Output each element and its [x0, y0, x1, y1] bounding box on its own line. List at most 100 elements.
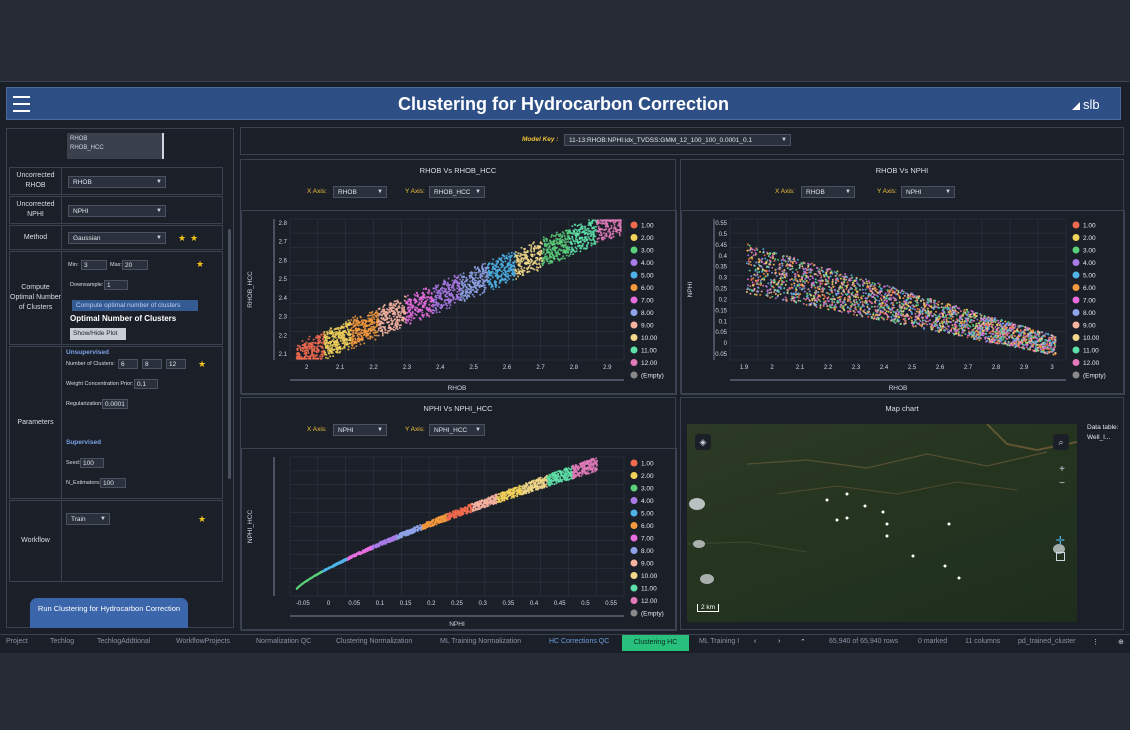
tab-ml-training-normalization[interactable]: ML Training Normalization: [440, 638, 522, 645]
wcp-input[interactable]: 0.1: [134, 379, 158, 389]
tab-techlog[interactable]: Techlog: [50, 638, 75, 645]
legend-dot[interactable]: [630, 296, 638, 304]
tab-normalization-qc[interactable]: Normalization QC: [256, 638, 312, 645]
legend-entry[interactable]: 3.00: [1083, 248, 1096, 255]
uncorrected-nphi-select[interactable]: NPHI ▼: [68, 205, 166, 217]
list-item[interactable]: RHOB_HCC: [70, 145, 104, 151]
legend-entry[interactable]: 1.00: [1083, 223, 1096, 230]
legend-dot[interactable]: [1072, 346, 1080, 354]
legend-dot[interactable]: [1072, 259, 1080, 266]
compute-optimal-button[interactable]: Compute optimal number of clusters: [72, 300, 198, 311]
legend-entry[interactable]: 5.00: [1083, 273, 1096, 280]
zoom-out-icon[interactable]: −: [1059, 478, 1065, 489]
legend-dot[interactable]: [1072, 296, 1080, 304]
star-icon[interactable]: ★: [190, 233, 199, 243]
legend-dot[interactable]: [630, 522, 638, 529]
legend-entry[interactable]: 1.00: [641, 461, 654, 468]
search-icon[interactable]: ⌕: [1053, 434, 1069, 450]
legend-entry[interactable]: 2.00: [641, 473, 654, 480]
x-axis-select[interactable]: NPHI ▼: [333, 424, 387, 436]
legend-entry[interactable]: 12.00: [1083, 360, 1100, 367]
legend-entry[interactable]: 2.00: [1083, 235, 1096, 242]
legend-dot[interactable]: [630, 484, 638, 492]
legend-entry[interactable]: 10.00: [641, 573, 658, 580]
legend-dot[interactable]: [630, 284, 638, 291]
legend-dot[interactable]: [630, 346, 638, 354]
y-axis-select[interactable]: RHOB_HCC ▼: [429, 186, 485, 198]
legend-entry[interactable]: 8.00: [1083, 310, 1096, 317]
legend-entry[interactable]: 12.00: [641, 598, 658, 605]
scatter-plot-area[interactable]: -0.05 0 0.05 0.1 0.15 0.2 0.25 0.3 0.35 0.4 0.45 0.…: [241, 448, 677, 631]
legend-entry[interactable]: 3.00: [641, 248, 654, 255]
model-key-select[interactable]: 11-13:RHOB:NPHI:idx_TVDSS:GMM_12_100_100…: [564, 134, 791, 146]
legend-entry[interactable]: 4.00: [641, 260, 654, 267]
scatter-plot-rhob-nphi[interactable]: 1.9 2 2.1 2.2 2.3 2.4 2.5 2.6 2.7 2.8 2.9 3 0.55 0.5 0…: [682, 211, 1124, 394]
workflow-select[interactable]: Train ▼: [66, 513, 110, 525]
chevron-right-icon[interactable]: ›: [778, 638, 781, 645]
uncorrected-rhob-select[interactable]: RHOB ▼: [68, 176, 166, 188]
scatter-points[interactable]: [295, 457, 599, 590]
legend-dot[interactable]: [630, 371, 638, 379]
legend-entry[interactable]: 7.00: [1083, 298, 1096, 305]
legend-dot[interactable]: [1072, 234, 1080, 241]
legend-entry[interactable]: 2.00: [641, 235, 654, 242]
legend-dot[interactable]: [630, 234, 638, 241]
legend-dot[interactable]: [630, 534, 638, 542]
legend-entry[interactable]: (Empty): [641, 611, 664, 618]
legend-entry[interactable]: 12.00: [641, 360, 658, 367]
legend-dot[interactable]: [630, 509, 638, 517]
y-axis-select[interactable]: NPHI ▼: [901, 186, 955, 198]
legend-entry[interactable]: (Empty): [641, 373, 664, 380]
scatter-points[interactable]: [745, 243, 1057, 356]
legend-dot[interactable]: [1072, 246, 1080, 254]
data-table-value[interactable]: Well_I...: [1087, 434, 1111, 441]
scatter-plot-area[interactable]: 2 2.1 2.2 2.3 2.4 2.5 2.6 2.7 2.8 2.9 2.8 2.7 2.6 2.5…: [241, 210, 677, 395]
legend-entry[interactable]: 6.00: [641, 523, 654, 530]
scatter-plot-rhob-rhob-hcc[interactable]: 2 2.1 2.2 2.3 2.4 2.5 2.6 2.7 2.8 2.9 2.8 2.7 2.6 2.5…: [242, 211, 676, 394]
legend-entry[interactable]: 11.00: [641, 586, 657, 593]
legend-entry[interactable]: 10.00: [1083, 335, 1100, 342]
legend-dot[interactable]: [630, 547, 638, 554]
scatter-plot-area[interactable]: 1.9 2 2.1 2.2 2.3 2.4 2.5 2.6 2.7 2.8 2.9 3 0.55 0.5 0…: [681, 210, 1125, 395]
tab-workflow-projects[interactable]: WorkflowProjects: [176, 638, 230, 645]
sidebar-scrollbar[interactable]: [228, 229, 231, 479]
legend-dot[interactable]: [630, 472, 638, 479]
legend-dot[interactable]: [630, 459, 638, 467]
legend-dot[interactable]: [630, 609, 638, 617]
select-box-icon[interactable]: [1056, 552, 1065, 561]
method-select[interactable]: Gaussian ▼: [68, 232, 166, 244]
legend-dot[interactable]: [1072, 271, 1080, 279]
legend-dot[interactable]: [630, 359, 638, 366]
legend-dot[interactable]: [630, 309, 638, 316]
legend-dot[interactable]: [630, 572, 638, 579]
legend-dot[interactable]: [630, 246, 638, 254]
tab-techlog-addtional[interactable]: TechlogAddtional: [97, 638, 151, 645]
legend-dot[interactable]: [1072, 309, 1080, 316]
legend-dot[interactable]: [630, 321, 638, 329]
star-icon[interactable]: ★: [198, 514, 207, 524]
legend-dot[interactable]: [1072, 221, 1080, 229]
layers-icon[interactable]: ◈: [695, 434, 711, 450]
scatter-points[interactable]: [295, 219, 622, 360]
legend-entry[interactable]: 6.00: [641, 285, 654, 292]
satellite-map[interactable]: ◈ ⌕ + − ✛ 2 km: [687, 424, 1077, 622]
legend-entry[interactable]: 4.00: [641, 498, 654, 505]
tab-project[interactable]: Project: [6, 638, 28, 645]
min-input[interactable]: 3: [81, 260, 107, 270]
legend-entry[interactable]: 10.00: [641, 335, 658, 342]
legend-dot[interactable]: [630, 259, 638, 266]
legend-dot[interactable]: [630, 559, 638, 567]
status-table[interactable]: pd_trained_cluster: [1018, 638, 1076, 645]
tab-ml-training[interactable]: ML Training I: [699, 638, 740, 645]
tab-clustering-hc[interactable]: Clustering HC: [622, 635, 689, 651]
legend-dot[interactable]: [630, 597, 638, 604]
legend-entry[interactable]: 6.00: [1083, 285, 1096, 292]
run-clustering-button[interactable]: Run Clustering for Hydrocarbon Correctio…: [30, 598, 188, 628]
legend-entry[interactable]: 3.00: [641, 486, 654, 493]
downsample-input[interactable]: 1: [104, 280, 128, 290]
double-chevron-up-icon[interactable]: ⌃: [800, 639, 806, 646]
legend-entry[interactable]: 11.00: [641, 348, 657, 355]
legend-entry[interactable]: 4.00: [1083, 260, 1096, 267]
legend-entry[interactable]: 8.00: [641, 548, 654, 555]
legend-dot[interactable]: [1072, 284, 1080, 291]
